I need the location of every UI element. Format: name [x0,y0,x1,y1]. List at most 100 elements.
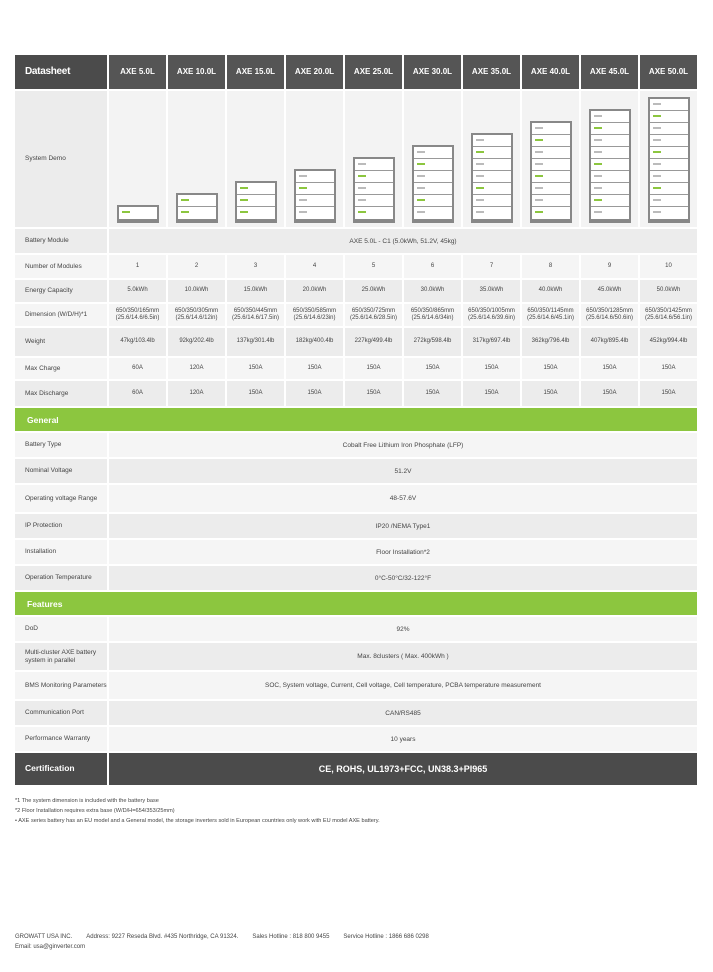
model-header: AXE 20.0L [284,55,343,89]
module-label-mark [534,127,543,129]
general-label: Nominal Voltage [25,467,73,475]
module-label-mark [239,199,248,201]
email: Email: usa@ginverter.com [15,944,86,950]
spec-value: 650/350/1425mm (25.6/14.6/56.1in) [638,304,697,326]
features-row: Performance Warranty 10 years [15,727,697,753]
features-label: Communication Port [25,709,84,717]
battery-module [649,135,688,147]
general-value: Cobalt Free Lithium Iron Phosphate (LFP) [107,433,697,457]
battery-module [296,207,334,219]
battery-module [295,171,334,183]
battery-module [354,183,393,195]
spec-value: 317kg/697.4lb [461,328,520,356]
features-value: CAN/RS485 [107,701,697,725]
spec-value: 182kg/400.4lb [284,328,343,356]
module-label-mark [534,163,543,165]
system-demo-cell [166,91,225,227]
battery-module [590,135,629,147]
battery-module [591,207,629,219]
system-demo-cell [638,91,697,227]
module-label-mark [416,151,425,153]
features-value: 10 years [107,727,697,751]
battery-module [590,195,629,207]
battery-module [531,195,570,207]
spec-value: 6 [402,255,461,278]
module-label-mark [475,199,484,201]
spec-value: 3 [225,255,284,278]
module-label-mark [652,199,661,201]
battery-module-value: AXE 5.0L - C1 (5.0kWh, 51.2V, 45kg) [107,229,697,253]
general-label: Operating voltage Range [25,494,98,502]
battery-module [414,207,452,219]
spec-value: 150A [284,381,343,406]
module-label-mark [475,187,484,189]
spec-value: 60A [107,358,166,379]
battery-stack [352,157,395,223]
spec-row: Dimension (W/D/H)*1 650/350/165mm (25.6/1… [15,304,697,328]
spec-value: 407kg/895.4lb [579,328,638,356]
battery-module [413,159,452,171]
spec-value: 150A [284,358,343,379]
battery-stack [647,97,690,223]
spec-row: Number of Modules 1 2 3 4 5 6 7 8 9 10 [15,255,697,280]
module-label-mark [652,163,661,165]
module-label-mark [121,211,130,213]
spec-value: 150A [579,381,638,406]
features-label: Multi-cluster AXE battery system in para… [25,649,97,664]
spec-value: 5.0kWh [107,280,166,302]
battery-module [355,207,393,219]
certification-row: Certification CE, ROHS, UL1973+FCC, UN38… [15,753,697,787]
battery-stack [234,181,277,223]
general-label: Installation [25,548,57,556]
features-row: BMS Monitoring Parameters SOC, System vol… [15,672,697,701]
battery-module [649,123,688,135]
module-label-mark [475,211,484,213]
general-row: Installation Floor Installation*2 [15,540,697,566]
battery-module [649,99,688,111]
sales-hotline: Sales Hotline : 818 800 9455 [252,934,330,940]
module-label-mark [357,163,366,165]
module-label-mark [357,187,366,189]
battery-module [237,207,275,219]
module-label-mark [475,163,484,165]
spec-value: 137kg/301.4lb [225,328,284,356]
spec-value: 20.0kWh [284,280,343,302]
spec-row: Max Charge 60A 120A 150A 150A 150A 150A 150A 150… [15,358,697,381]
company-name: GROWATT USA INC. [15,934,73,940]
spec-value: 92kg/202.4lb [166,328,225,356]
spec-label: Energy Capacity [25,287,73,295]
spec-value: 5 [343,255,402,278]
spec-value: 650/350/865mm (25.6/14.6/34in) [402,304,461,326]
battery-module [295,195,334,207]
battery-module [531,123,570,135]
battery-module [413,147,452,159]
spec-value: 9 [579,255,638,278]
battery-module [531,171,570,183]
features-label: DoD [25,625,39,633]
battery-module [532,207,570,219]
battery-module [236,195,275,207]
module-label-mark [298,187,307,189]
features-value: Max. 8clusters ( Max. 400kWh ) [107,643,697,670]
spec-value: 7 [461,255,520,278]
system-demo-cell [461,91,520,227]
system-demo-cell [107,91,166,227]
system-demo-cell [402,91,461,227]
module-label-mark [475,139,484,141]
spec-value: 120A [166,358,225,379]
general-row: Operation Temperature 0°C-50°C/32-122°F [15,566,697,592]
features-row: DoD 92% [15,617,697,643]
battery-module [590,183,629,195]
battery-module [531,183,570,195]
module-label-mark [593,139,602,141]
spec-value: 47kg/103.4lb [107,328,166,356]
module-label-mark [652,115,661,117]
battery-module [236,183,275,195]
battery-module [472,159,511,171]
certification-label: Certification [25,763,75,774]
module-label-mark [416,175,425,177]
model-header: AXE 10.0L [166,55,225,89]
spec-value: 650/350/1145mm (25.6/14.6/45.1in) [520,304,579,326]
general-row: Battery Type Cobalt Free Lithium Iron Pho… [15,433,697,459]
model-header: AXE 40.0L [520,55,579,89]
